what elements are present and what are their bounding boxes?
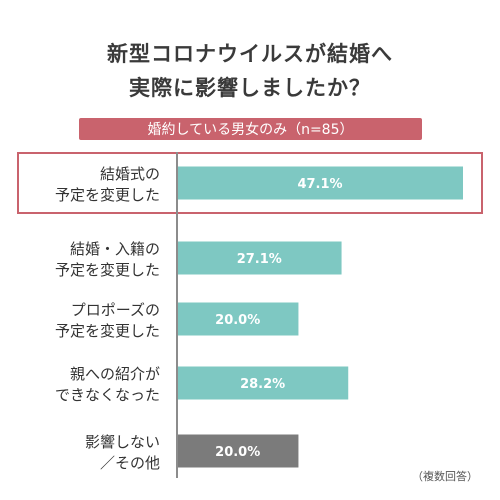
category-label-1-line-1: 結婚式の [100, 165, 160, 183]
category-label-5-line-2: ／その他 [100, 454, 160, 472]
data-label-2: 27.1% [237, 252, 282, 267]
bar-1 [177, 166, 463, 200]
multiple-answers-note: （複数回答） [412, 470, 478, 483]
bar-2 [177, 241, 342, 275]
category-label-2-line-2: 予定を変更した [55, 261, 160, 279]
chart-title-line-1: 新型コロナウイルスが結婚へ [107, 42, 393, 66]
category-label-3-line-2: 予定を変更した [55, 322, 160, 340]
chart-title-line-2: 実際に影響しましたか？ [129, 76, 371, 100]
highlight-frame [17, 152, 483, 214]
data-label-1: 47.1% [297, 177, 342, 192]
data-label-5: 20.0% [215, 445, 260, 460]
bar-3 [177, 302, 299, 336]
subtitle-banner: 婚約している男女のみ（n=85） [79, 118, 422, 140]
category-label-4-line-2: できなくなった [55, 386, 160, 404]
category-label-1-line-2: 予定を変更した [55, 186, 160, 204]
category-label-5-line-1: 影響しない [85, 433, 160, 451]
data-label-4: 28.2% [240, 377, 285, 392]
category-label-2-line-1: 結婚・入籍の [70, 240, 160, 258]
category-label-4-line-1: 親への紹介が [70, 365, 160, 383]
category-label-3-line-1: プロポーズの [71, 301, 160, 319]
bar-4 [177, 366, 349, 400]
data-label-3: 20.0% [215, 313, 260, 328]
bar-5 [177, 434, 299, 468]
